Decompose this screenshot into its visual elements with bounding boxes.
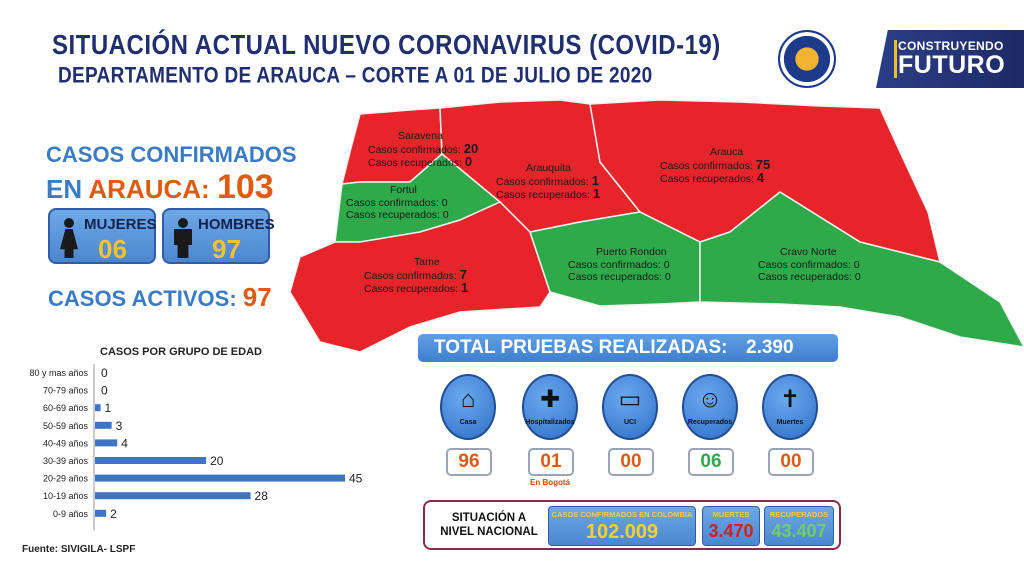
map-label-tame: Tame Casos confirmados: 7 Casos recupera…: [364, 256, 469, 295]
age-chart-title: CASOS POR GRUPO DE EDAD: [100, 346, 262, 358]
total-tests-value: 2.390: [746, 337, 794, 358]
map-label-fortul: Fortul Casos confirmados: 0 Casos recupe…: [346, 184, 449, 221]
status-recuperados-value: 06: [688, 448, 734, 476]
total-tests-banner: TOTAL PRUEBAS REALIZADAS: 2.390: [418, 334, 838, 362]
age-bar-value: 20: [210, 454, 224, 468]
arauca-map: Saravena Casos confirmados: 20 Casos rec…: [260, 92, 1024, 354]
age-bar-value: 0: [101, 366, 108, 380]
age-category-label: 0-9 años: [53, 509, 89, 519]
men-box: HOMBRES 97: [162, 208, 275, 264]
age-chart: 80 y mas años 0 70-79 años 0 60-69 años 1 50-5…: [29, 364, 363, 531]
status-hospitalizados-value: 01: [528, 448, 574, 476]
map-label-saravena: Saravena Casos confirmados: 20 Casos rec…: [368, 130, 479, 169]
confirmed-place: ARAUCA:: [88, 174, 210, 204]
brand-logo: CONSTRUYENDO FUTURO: [876, 30, 1024, 88]
age-bar: [95, 474, 345, 482]
status-uci-value: 00: [608, 448, 654, 476]
status-casa-value: 96: [446, 448, 492, 476]
age-category-label: 10-19 años: [43, 491, 89, 501]
age-bar-value: 28: [255, 489, 269, 503]
national-recovered-label: RECUPERADOS: [769, 510, 829, 519]
national-confirmed-label: CASOS CONFIRMADOS EN COLOMBIA: [551, 510, 693, 519]
age-bar: [95, 457, 207, 464]
national-recovered-value: 43.407: [771, 521, 827, 541]
age-bar-value: 0: [101, 384, 108, 398]
women-label: MUJERES: [84, 216, 157, 233]
page-title: SITUACIÓN ACTUAL NUEVO CORONAVIRUS (COVI…: [52, 30, 721, 62]
tombstone-icon: ✝: [779, 386, 801, 413]
confirmed-heading: CASOS CONFIRMADOS: [46, 142, 297, 167]
age-category-label: 20-29 años: [43, 474, 89, 484]
status-uci-label: UCI: [623, 419, 637, 426]
national-confirmed-value: 102.009: [585, 521, 659, 543]
confirmed-total-value: 103: [216, 168, 274, 206]
women-value: 06: [98, 234, 127, 264]
map-label-arauca: Arauca Casos confirmados: 75 Casos recup…: [660, 146, 771, 185]
status-muertes-value: 00: [768, 448, 814, 476]
smiley-icon: ☺: [697, 386, 723, 413]
status-casa-label: Casa: [459, 419, 477, 426]
map-label-cravo-norte: Cravo Norte Casos confirmados: 0 Casos r…: [758, 246, 861, 283]
health-institute-seal-icon: [778, 30, 836, 88]
map-svg: [289, 99, 1024, 353]
status-recuperados: ☺ Recuperados: [682, 374, 738, 440]
national-situation-label: SITUACIÓN A NIVEL NACIONAL: [440, 512, 538, 538]
brand-line1: CONSTRUYENDO: [898, 39, 1004, 53]
map-label-puerto-rondon: Puerto Rondon Casos confirmados: 0 Casos…: [568, 246, 671, 283]
hospital-icon: ✚: [539, 386, 561, 413]
national-deaths-box: MUERTES 3.470: [702, 506, 760, 546]
age-category-label: 50-59 años: [43, 421, 89, 431]
total-tests-label: TOTAL PRUEBAS REALIZADAS:: [434, 337, 728, 358]
national-recovered-box: RECUPERADOS 43.407: [764, 506, 834, 546]
confirmed-prefix: EN: [46, 174, 89, 204]
women-box: MUJERES 06: [48, 208, 157, 264]
age-category-label: 30-39 años: [43, 456, 89, 466]
age-bar: [95, 439, 118, 447]
age-category-label: 70-79 años: [43, 386, 89, 396]
age-bar: [95, 404, 101, 412]
status-muertes: ✝ Muertes: [762, 374, 818, 440]
age-category-label: 40-49 años: [43, 438, 89, 448]
age-bar-value: 4: [121, 436, 128, 450]
map-label-arauquita: Arauquita Casos confirmados: 1 Casos rec…: [496, 162, 601, 201]
page-subtitle: DEPARTAMENTO DE ARAUCA – CORTE A 01 DE J…: [58, 64, 653, 89]
status-hospitalizados-label: Hospitalizados: [525, 419, 575, 426]
age-bar-value: 1: [105, 401, 112, 415]
status-muertes-label: Muertes: [776, 419, 804, 426]
hospitalized-location-note: En Bogotá: [530, 478, 570, 487]
age-category-label: 60-69 años: [43, 403, 89, 413]
status-recuperados-label: Recuperados: [687, 419, 733, 426]
status-uci: ▭ UCI: [602, 374, 658, 440]
active-cases-line: CASOS ACTIVOS: 97: [48, 282, 272, 313]
age-bar: [95, 421, 112, 429]
source-note: Fuente: SIVIGILA- LSPF: [22, 544, 136, 555]
active-cases-label: CASOS ACTIVOS:: [48, 286, 237, 311]
bed-icon: ▭: [618, 386, 642, 413]
national-confirmed-box: CASOS CONFIRMADOS EN COLOMBIA 102.009: [548, 506, 696, 546]
brand-accent-bar: [894, 40, 897, 78]
age-bar-value: 3: [116, 419, 123, 433]
region-tame: [289, 201, 551, 353]
house-icon: ⌂: [460, 386, 476, 413]
men-value: 97: [212, 234, 241, 264]
age-bar-value: 2: [110, 507, 117, 521]
man-icon: [172, 218, 194, 258]
brand-line2: FUTURO: [898, 51, 1006, 79]
age-bar: [95, 492, 251, 500]
status-casa: ⌂ Casa: [440, 374, 496, 440]
status-hospitalizados: ✚ Hospitalizados: [522, 374, 578, 440]
national-deaths-label: MUERTES: [712, 510, 750, 519]
men-label: HOMBRES: [198, 216, 275, 233]
active-cases-value: 97: [242, 282, 272, 312]
confirmed-total-line: EN ARAUCA: 103: [46, 168, 274, 207]
age-bar: [95, 509, 107, 517]
region-cravo-norte: [699, 191, 1024, 348]
age-bar-value: 45: [349, 472, 363, 486]
age-category-label: 80 y mas años: [29, 368, 88, 378]
national-deaths-value: 3.470: [708, 521, 754, 541]
woman-icon: [58, 218, 80, 258]
